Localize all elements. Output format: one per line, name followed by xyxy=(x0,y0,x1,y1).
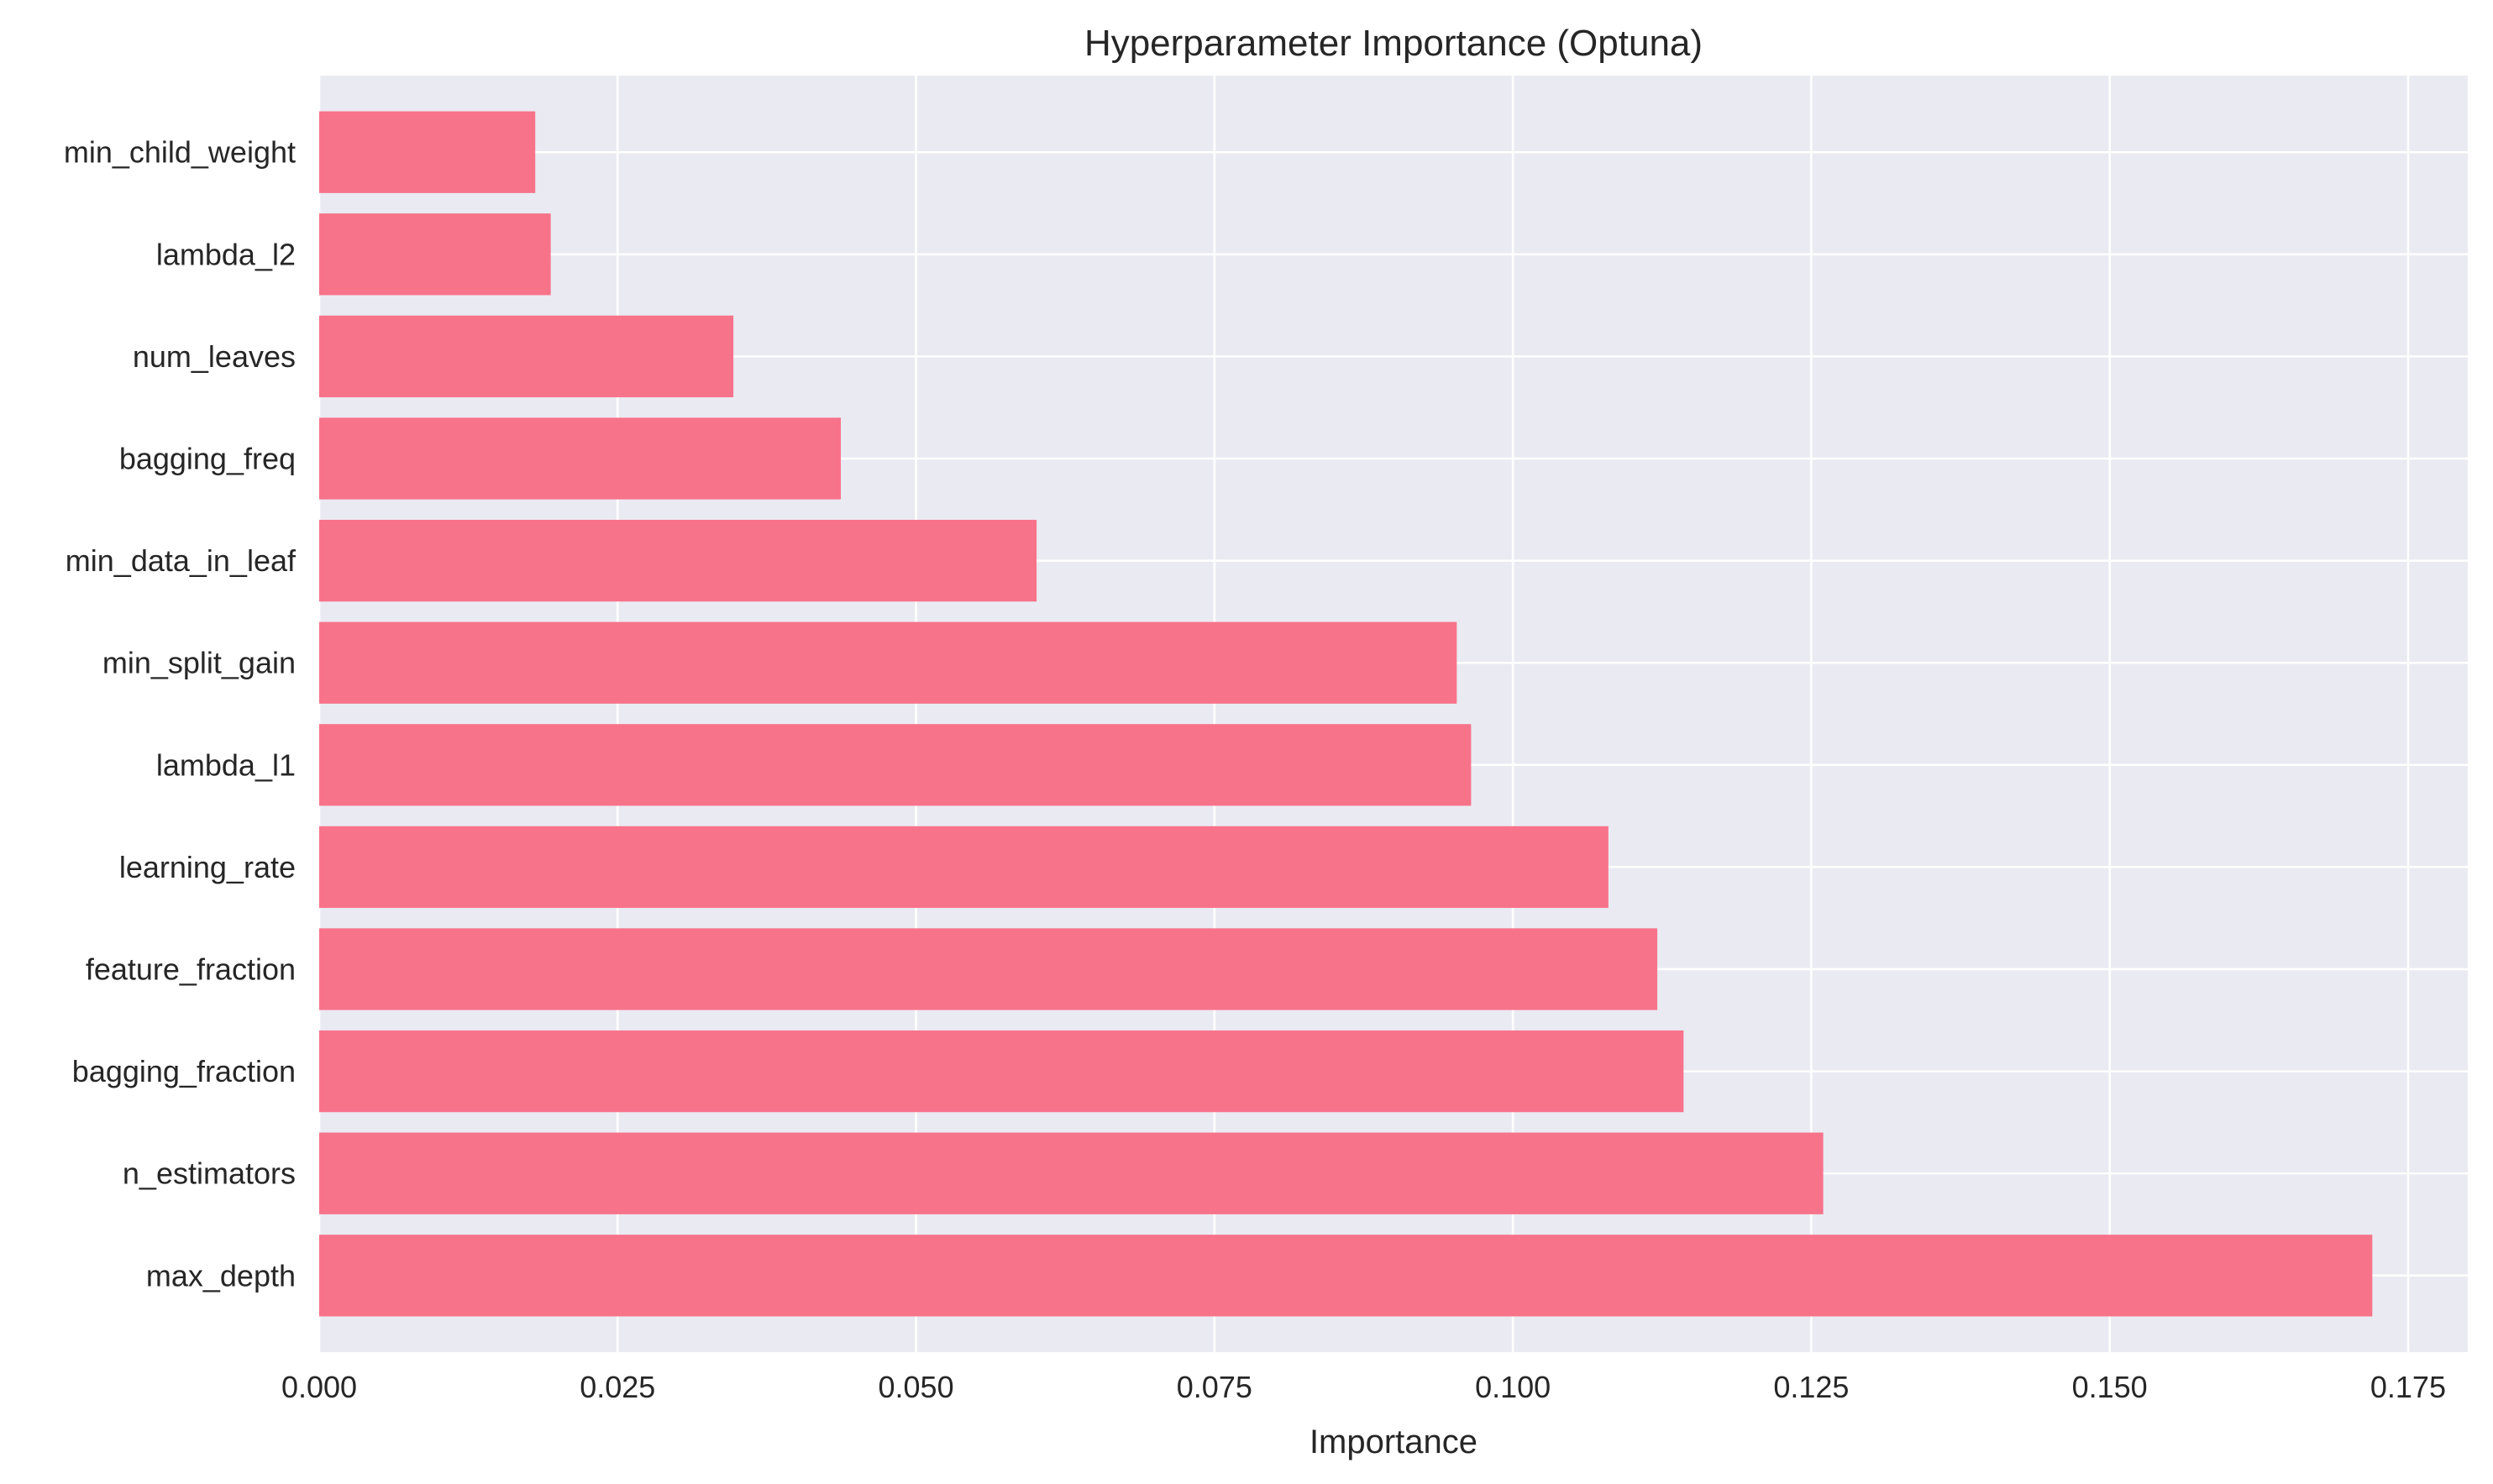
bar-learning-rate xyxy=(319,826,1609,909)
bar-max-depth xyxy=(319,1235,2373,1317)
y-tick-label: lambda_l1 xyxy=(156,747,296,782)
bar-num-leaves xyxy=(319,315,734,398)
y-tick-labels: max_depth n_estimators bagging_fraction fea… xyxy=(64,135,297,1293)
y-tick-label: min_child_weight xyxy=(64,135,296,170)
y-tick-label: n_estimators xyxy=(123,1156,296,1191)
y-tick-label: bagging_freq xyxy=(119,442,296,476)
bar-feature-fraction xyxy=(319,928,1658,1010)
chart-title: Hyperparameter Importance (Optuna) xyxy=(1084,23,1703,64)
x-tick-label: 0.025 xyxy=(580,1370,655,1404)
y-tick-label: max_depth xyxy=(146,1258,296,1293)
y-tick-label: min_split_gain xyxy=(102,646,296,680)
x-tick-label: 0.175 xyxy=(2370,1370,2446,1404)
x-tick-label: 0.075 xyxy=(1177,1370,1252,1404)
y-tick-label: feature_fraction xyxy=(86,952,296,987)
x-tick-labels: 0.000 0.025 0.050 0.075 0.100 0.125 0.150 0.175 xyxy=(281,1370,2446,1404)
bar-min-child-weight xyxy=(319,111,536,193)
y-tick-label: num_leaves xyxy=(133,339,296,374)
x-tick-label: 0.100 xyxy=(1475,1370,1551,1404)
bar-bagging-freq xyxy=(319,417,842,500)
x-tick-label: 0.150 xyxy=(2072,1370,2148,1404)
x-tick-label: 0.125 xyxy=(1773,1370,1849,1404)
y-tick-label: learning_rate xyxy=(119,850,296,884)
bar-lambda-l1 xyxy=(319,724,1472,806)
bar-n-estimators xyxy=(319,1132,1824,1214)
x-tick-label: 0.050 xyxy=(879,1370,954,1404)
x-tick-label: 0.000 xyxy=(281,1370,357,1404)
bar-min-split-gain xyxy=(319,621,1457,704)
bar-bagging-fraction xyxy=(319,1030,1684,1113)
x-axis-label: Importance xyxy=(1309,1424,1477,1460)
bar-lambda-l2 xyxy=(319,213,551,296)
y-tick-label: min_data_in_leaf xyxy=(66,543,297,578)
y-tick-label: lambda_l2 xyxy=(156,237,296,271)
y-tick-label: bagging_fraction xyxy=(72,1054,296,1088)
bar-min-data-in-leaf xyxy=(319,519,1037,602)
bars xyxy=(319,111,2373,1317)
